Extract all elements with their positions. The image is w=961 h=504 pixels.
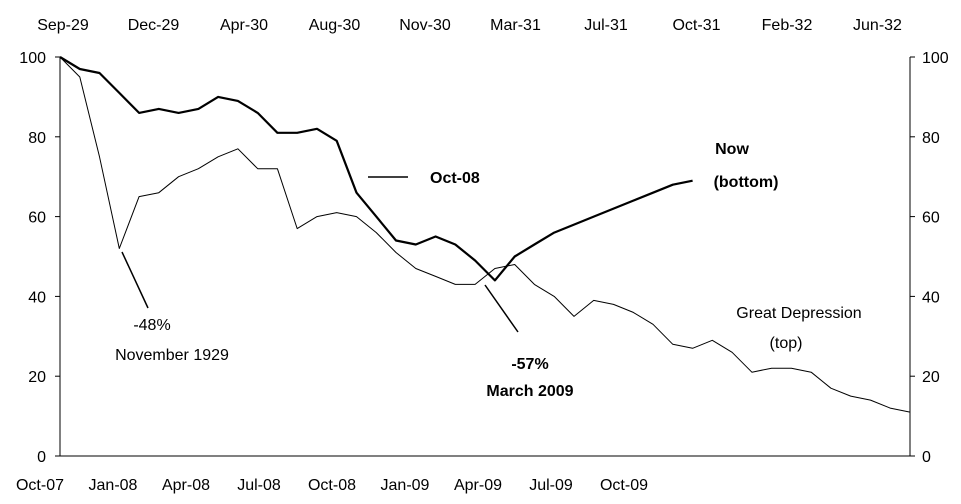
annotation: (top) xyxy=(770,335,803,352)
y-tick-label: 100 xyxy=(19,50,46,67)
y-tick-label: 40 xyxy=(28,289,46,306)
y-tick-label: 0 xyxy=(37,449,46,466)
leader xyxy=(484,284,519,333)
series-line xyxy=(59,56,911,413)
x-top-label: Aug-30 xyxy=(309,17,361,34)
x-bottom-label: Oct-07 xyxy=(16,477,64,494)
y2-tick-label: 20 xyxy=(922,369,940,386)
x-top-label: Feb-32 xyxy=(762,17,813,34)
y2-tick-label: 100 xyxy=(922,50,949,67)
annotation: -48% xyxy=(133,317,170,334)
leader xyxy=(121,251,149,309)
y2-tick-label: 40 xyxy=(922,289,940,306)
x-bottom-label: Jul-08 xyxy=(237,477,281,494)
annotation: March 2009 xyxy=(486,383,573,400)
x-bottom-label: Apr-09 xyxy=(454,477,502,494)
x-top-label: Apr-30 xyxy=(220,17,268,34)
x-bottom-label: Oct-08 xyxy=(308,477,356,494)
x-top-label: Sep-29 xyxy=(37,17,89,34)
annotation: (bottom) xyxy=(714,174,779,191)
x-top-label: Nov-30 xyxy=(399,17,451,34)
annotation: -57% xyxy=(511,356,548,373)
x-bottom-label: Apr-08 xyxy=(162,477,210,494)
annotation: Now xyxy=(715,141,749,158)
x-bottom-label: Jan-09 xyxy=(381,477,430,494)
annotation: Great Depression xyxy=(736,305,861,322)
x-bottom-label: Jul-09 xyxy=(529,477,573,494)
y2-tick-label: 80 xyxy=(922,130,940,147)
series-line xyxy=(59,56,693,282)
annotation: Oct-08 xyxy=(430,170,480,187)
y-tick-label: 80 xyxy=(28,130,46,147)
y-tick-label: 60 xyxy=(28,210,46,227)
x-top-label: Oct-31 xyxy=(672,17,720,34)
x-bottom-label: Oct-09 xyxy=(600,477,648,494)
x-top-label: Jun-32 xyxy=(853,17,902,34)
y2-tick-label: 0 xyxy=(922,449,931,466)
x-top-label: Jul-31 xyxy=(584,17,628,34)
annotation: November 1929 xyxy=(115,347,229,364)
x-top-label: Dec-29 xyxy=(128,17,180,34)
y2-tick-label: 60 xyxy=(922,210,940,227)
x-bottom-label: Jan-08 xyxy=(89,477,138,494)
y-tick-label: 20 xyxy=(28,369,46,386)
x-top-label: Mar-31 xyxy=(490,17,541,34)
